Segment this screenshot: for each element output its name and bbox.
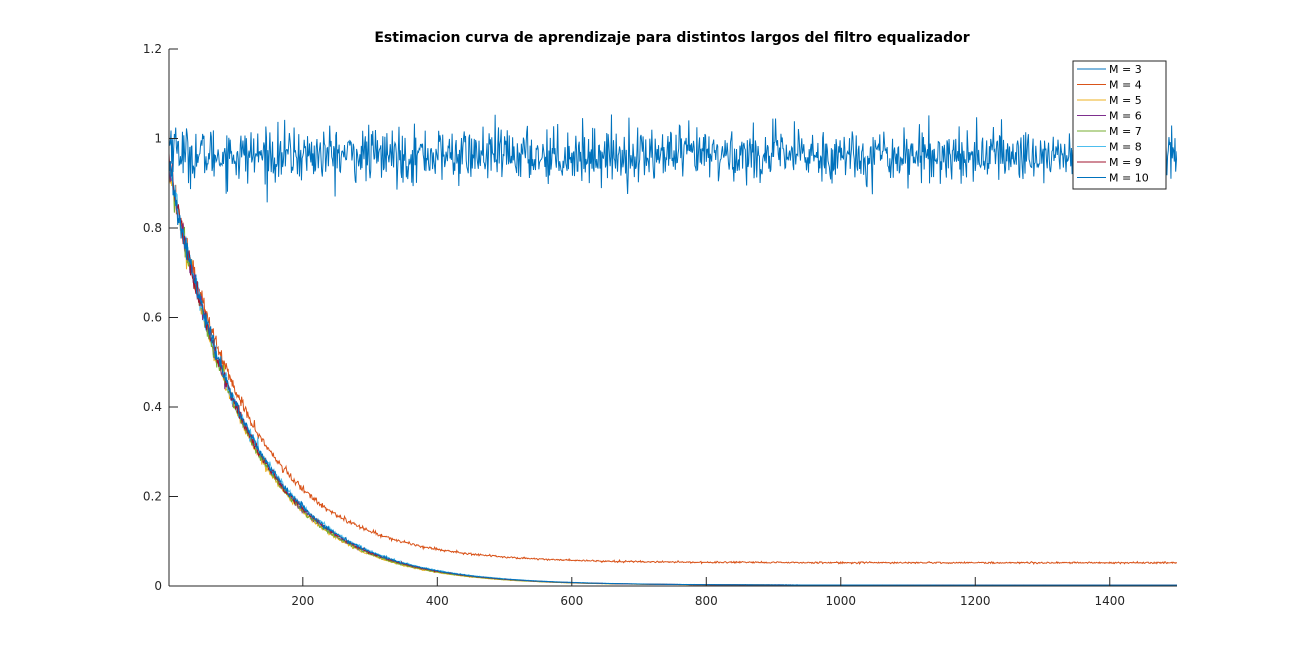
y-tick-label: 0.8: [143, 221, 162, 235]
legend-label: M = 10: [1109, 172, 1149, 185]
legend-label: M = 9: [1109, 156, 1142, 169]
axes-layer: 200 400 600 800 1000 1200 1400 0 0.2 0.4 0.6 0.8 1 1.…: [143, 42, 1177, 608]
legend-box: [1072, 60, 1167, 190]
legend-label: M = 7: [1109, 125, 1142, 138]
x-tick-label: 200: [291, 594, 314, 608]
legend: M = 3 M = 4 M = 5 M = 6 M = 7 M = 8 M = 9 M = 1…: [1072, 60, 1167, 190]
legend-label: M = 3: [1109, 63, 1142, 76]
x-tick-label: 600: [560, 594, 583, 608]
series-line-m-3: [169, 112, 1177, 203]
y-tick-label: 0.6: [143, 311, 162, 325]
x-tick-label: 1200: [960, 594, 991, 608]
legend-label: M = 6: [1109, 110, 1142, 123]
y-tick-label: 0.4: [143, 400, 162, 414]
legend-label: M = 8: [1109, 141, 1142, 154]
y-tick-label: 0: [154, 579, 162, 593]
y-tick-label: 0.2: [143, 490, 162, 504]
series-line-m-4: [169, 170, 1177, 566]
series-line-m-10: [169, 160, 1177, 586]
series-layer: [169, 112, 1177, 586]
x-tick-label: 1400: [1094, 594, 1125, 608]
x-tick-label: 800: [695, 594, 718, 608]
y-tick-label: 1: [154, 132, 162, 146]
legend-label: M = 4: [1109, 79, 1142, 92]
x-tick-label: 1000: [826, 594, 857, 608]
chart-title: Estimacion curva de aprendizaje para dis…: [374, 30, 969, 46]
y-tick-label: 1.2: [143, 42, 162, 56]
x-tick-label: 400: [426, 594, 449, 608]
legend-label: M = 5: [1109, 94, 1142, 107]
